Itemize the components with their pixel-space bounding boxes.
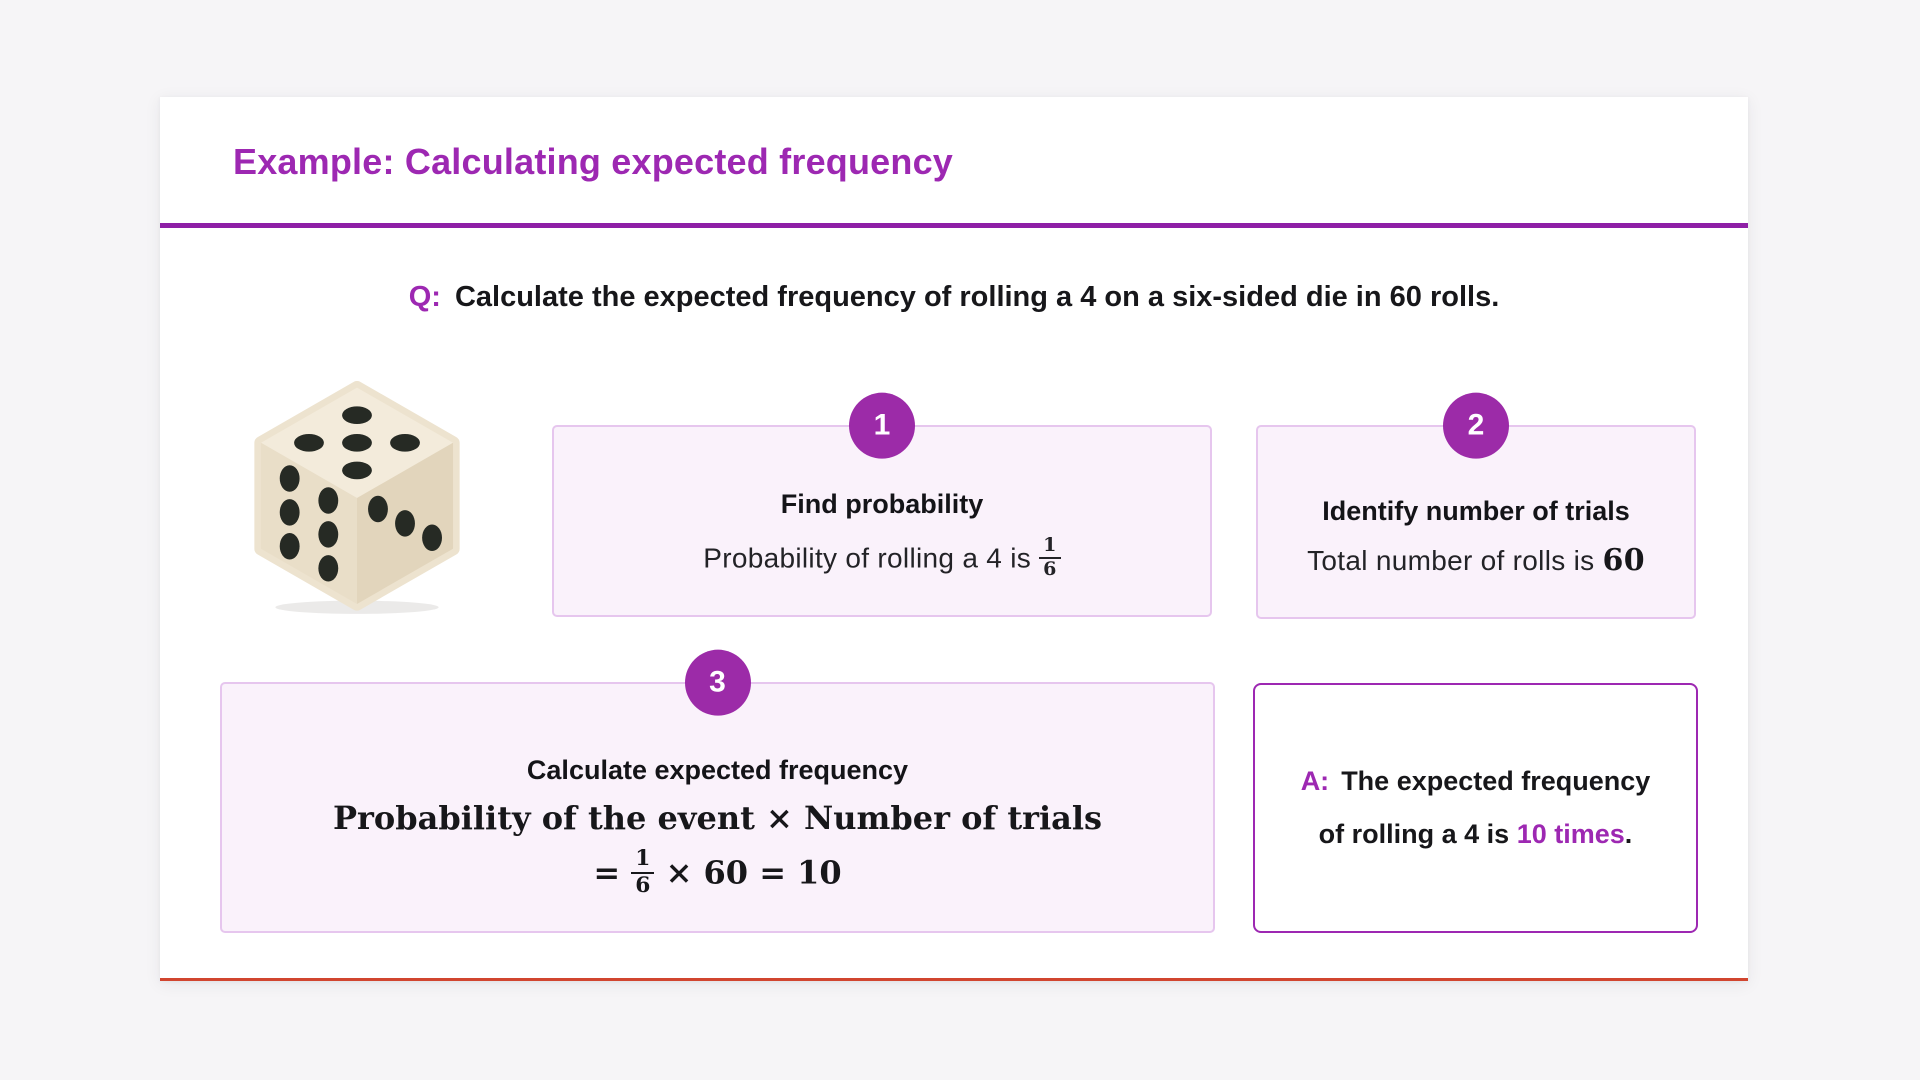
question-text: Calculate the expected frequency of roll… (454, 281, 1500, 313)
question-prefix: Q: (408, 281, 441, 313)
answer-period: . (1624, 819, 1633, 849)
step-1-body-text: Probability of rolling a 4 is (703, 542, 1032, 574)
step-box-1: 1 Find probability Probability of rollin… (552, 392, 1212, 617)
dice-right-pips (368, 495, 442, 551)
page-title: Example: Calculating expected frequency (233, 141, 954, 182)
step-3-badge: 3 (684, 649, 751, 716)
step-2-title: Identify number of trials (1322, 496, 1630, 526)
step-2-body: Total number of rolls is 60 (1307, 543, 1645, 578)
dice-left-pips (279, 465, 339, 582)
step-2-badge: 2 (1443, 392, 1509, 459)
answer-box: A: The expected frequency of rolling a 4 … (1253, 683, 1698, 933)
lesson-card: Example: Calculating expected frequency … (160, 97, 1748, 981)
answer-highlight: 10 times (1516, 819, 1625, 849)
dice-top-pips (294, 406, 420, 480)
step-1-badge: 1 (849, 392, 915, 459)
step-3-formula-line1: Probability of the event × Number of tri… (332, 799, 1103, 837)
step-box-3: 3 Calculate expected frequency Probabili… (220, 649, 1215, 933)
answer-prefix: A: (1300, 766, 1330, 796)
step-2-value: 60 (1602, 543, 1645, 578)
answer-text: A: The expected frequency of rolling a 4 … (1289, 755, 1662, 861)
step-2-body-text: Total number of rolls is (1307, 545, 1595, 576)
step-box-2: 2 Identify number of trials Total number… (1256, 392, 1696, 619)
step-1-title: Find probability (780, 489, 984, 520)
answer-body: The expected frequency of rolling a 4 is (1318, 766, 1651, 849)
step-3-title: Calculate expected frequency (526, 755, 909, 785)
question-line: Q: Calculate the expected frequency of ro… (160, 281, 1748, 314)
dice-image (254, 381, 460, 614)
formula-equals: = (593, 853, 621, 892)
formula-rest: × 60 = 10 (665, 853, 842, 892)
header-divider (160, 223, 1748, 228)
